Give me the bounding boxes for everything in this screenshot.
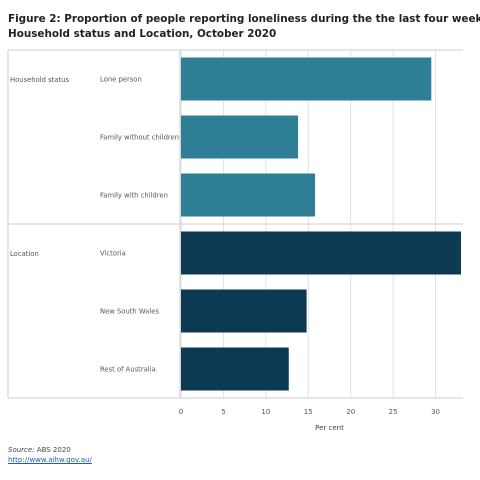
source-text: ABS 2020 [36, 446, 71, 454]
x-tick-label-0: 0 [179, 408, 183, 416]
bar-family-with-children [181, 173, 316, 217]
chart-title: Figure 2: Proportion of people reporting… [8, 12, 480, 42]
category-label-family-without-children: Family without children [100, 134, 179, 142]
group-label-location: Location [10, 250, 39, 258]
x-tick-label-20: 20 [346, 408, 355, 416]
bar-family-without-children [181, 115, 299, 159]
category-label-new-south-wales: New South Wales [100, 308, 159, 316]
category-label-lone-person: Lone person [100, 76, 142, 84]
source-note: Source: ABS 2020 http://www.aihw.gov.au/ [8, 445, 92, 465]
chart-title-line-1: Figure 2: Proportion of people reporting… [8, 13, 480, 25]
bar-chart: Household status Lone person Family withou… [7, 49, 463, 432]
bar-rest-of-australia [181, 347, 289, 391]
bar-victoria [181, 231, 461, 275]
source-label: Source: [8, 446, 35, 454]
category-label-rest-of-australia: Rest of Australia [100, 366, 156, 374]
x-tick-label-10: 10 [261, 408, 270, 416]
x-tick-label-30: 30 [431, 408, 440, 416]
category-label-family-with-children: Family with children [100, 192, 168, 200]
bar-new-south-wales [181, 289, 307, 333]
x-tick-label-5: 5 [221, 408, 225, 416]
x-tick-label-25: 25 [389, 408, 398, 416]
x-axis-title: Per cent [315, 424, 344, 432]
chart-title-line-2: Household status and Location, October 2… [8, 28, 277, 40]
x-tick-label-15: 15 [304, 408, 313, 416]
category-label-victoria: Victoria [100, 250, 126, 258]
source-link[interactable]: http://www.aihw.gov.au/ [8, 456, 92, 464]
group-label-household-status: Household status [10, 76, 69, 84]
bar-lone-person [181, 57, 432, 101]
